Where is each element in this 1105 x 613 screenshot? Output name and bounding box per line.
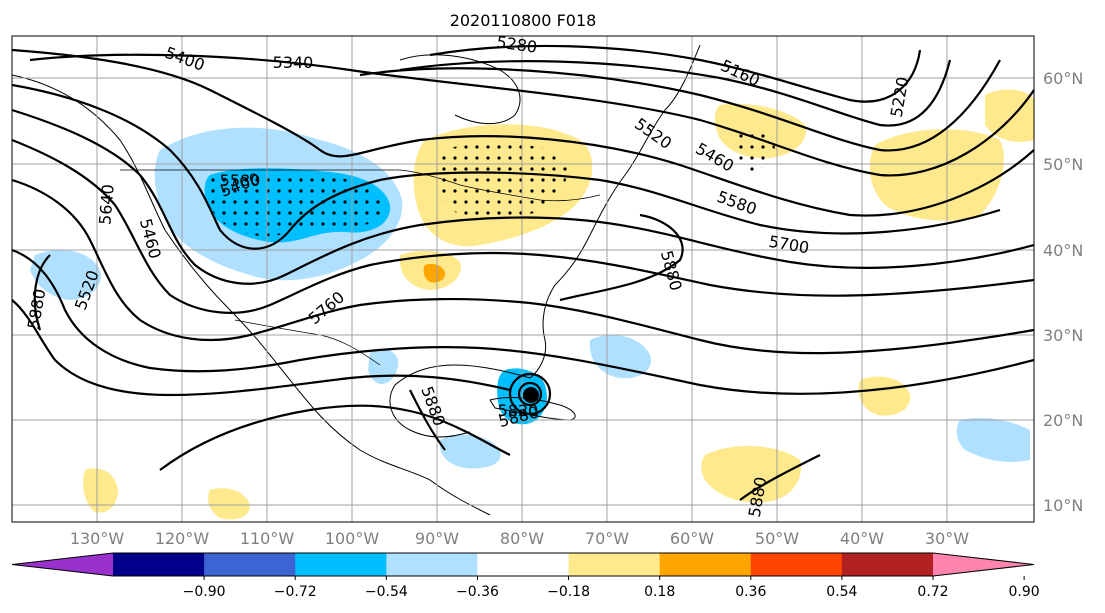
colorbar-swatch — [204, 553, 296, 576]
contour-label: 5340 — [273, 53, 314, 72]
stipple-labrador — [735, 128, 775, 172]
colorbar-swatch — [295, 553, 387, 576]
contour-5520 — [12, 108, 1034, 285]
lon-labels: 130°W 120°W 110°W 100°W 90°W 80°W 70°W 6… — [70, 529, 969, 548]
colorbar-label: −0.18 — [547, 584, 590, 600]
coast-hudson — [399, 54, 521, 125]
contour-5700 — [12, 248, 1034, 395]
coast-gulf — [389, 364, 531, 438]
contour-layer — [12, 44, 1034, 501]
lon-label: 80°W — [500, 529, 544, 548]
lon-label: 90°W — [415, 529, 459, 548]
contour-5640 — [12, 178, 1034, 355]
lon-label: 100°W — [325, 529, 380, 548]
shade-blue-sw — [30, 250, 101, 300]
colorbar-swatch — [386, 553, 478, 576]
gridlines — [12, 36, 1034, 522]
lon-label: 120°W — [155, 529, 210, 548]
colorbar-swatch — [659, 553, 752, 576]
contour-5880 — [33, 213, 821, 501]
coast-na-east — [529, 44, 701, 379]
colorbar-label: −0.54 — [365, 584, 408, 600]
colorbar-swatch — [841, 553, 934, 576]
colorbar-swatch — [568, 553, 661, 576]
lat-label: 50°N — [1043, 155, 1083, 174]
contour-5400 — [12, 48, 1034, 217]
contour-5820 — [159, 404, 511, 471]
shade-blue-east — [956, 418, 1030, 462]
contour-label: 5820 — [498, 401, 539, 420]
contour-5220 — [399, 59, 952, 127]
colorbar-label: −0.90 — [183, 584, 226, 600]
contour-low-gulf-inner — [517, 381, 543, 407]
lat-label: 10°N — [1043, 496, 1083, 515]
contour-label: 5640 — [95, 183, 117, 225]
lat-label: 60°N — [1043, 69, 1083, 88]
colorbar-label: −0.72 — [274, 584, 317, 600]
contour-5760 — [12, 299, 511, 397]
contour-5160 — [429, 44, 922, 103]
contour-5280 — [359, 59, 1001, 152]
lat-labels: 60°N 50°N 40°N 30°N 20°N 10°N — [1043, 69, 1083, 515]
contour-label: 5580 — [220, 171, 261, 190]
colorbar-swatch — [750, 553, 843, 576]
colorbar-label: 0.90 — [1009, 584, 1040, 600]
colorbar-label: 0.72 — [917, 584, 948, 600]
colorbar-label: 0.36 — [735, 584, 766, 600]
colorbar-label: 0.18 — [644, 584, 675, 600]
colorbar-swatch — [477, 553, 570, 576]
shade-yellow-tropic — [701, 445, 801, 503]
lat-label: 30°N — [1043, 326, 1083, 345]
contour-5340 — [29, 53, 1034, 177]
lon-label: 60°W — [670, 529, 714, 548]
lon-label: 30°W — [925, 529, 969, 548]
colorbar-label: −0.36 — [456, 584, 499, 600]
colorbar-swatch — [113, 553, 205, 576]
map-background — [12, 36, 1034, 522]
lon-label: 40°W — [840, 529, 884, 548]
coast-na-west — [12, 74, 491, 516]
stipple-layer — [210, 128, 775, 237]
lat-label: 40°N — [1043, 241, 1083, 260]
stipple-west — [210, 171, 385, 237]
colorbar-outline — [11, 552, 1035, 577]
contour-5460 — [12, 83, 1001, 250]
shade-yellow-pac2 — [208, 488, 250, 520]
shade-yellow-pac — [83, 468, 118, 513]
shade-blue-atl — [589, 335, 651, 379]
colorbar-label: 0.54 — [826, 584, 857, 600]
contour-label: 5280 — [495, 32, 538, 56]
stipple-lakes — [436, 143, 568, 222]
storm-center-marker — [523, 387, 539, 403]
map-title: 2020110800 F018 — [450, 11, 597, 30]
colorbar-extend-min — [12, 553, 113, 576]
lon-label: 110°W — [240, 529, 295, 548]
shade-blue-ca — [439, 434, 501, 469]
shade-yellow-orange — [423, 263, 446, 283]
lon-label: 130°W — [70, 529, 125, 548]
colorbar: −0.90 −0.72 −0.54 −0.36 −0.18 0.18 0.36 0.54 0.7… — [11, 552, 1040, 600]
contour-5580 — [12, 138, 1034, 314]
lat-label: 20°N — [1043, 411, 1083, 430]
shade-yellow-ne — [985, 89, 1034, 142]
map-frame — [11, 35, 1035, 523]
lon-label: 50°W — [755, 529, 799, 548]
colorbar-extend-max — [933, 553, 1034, 576]
map-panel: 5400 5340 5280 5160 5220 5580 5460 5520 … — [12, 32, 1034, 522]
contour-low-gulf — [508, 372, 552, 416]
lon-label: 70°W — [585, 529, 629, 548]
